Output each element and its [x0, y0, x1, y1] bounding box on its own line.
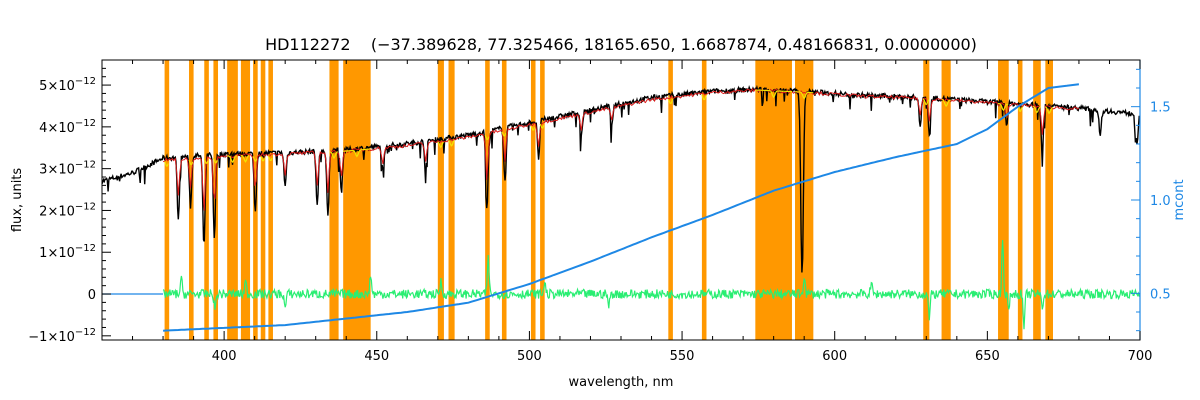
- masked-band: [437, 60, 444, 340]
- masked-band: [1017, 60, 1023, 340]
- series-layer: [101, 83, 1141, 332]
- masked-band: [941, 60, 951, 340]
- masked-band: [204, 60, 209, 340]
- masked-model-segment: [329, 151, 339, 160]
- masked-model-segment: [922, 98, 930, 106]
- masked-model-segment: [227, 155, 238, 164]
- masked-model-segment: [267, 155, 273, 161]
- x-tick-label: 550: [670, 349, 695, 364]
- observed-flux-line: [101, 84, 1140, 273]
- x-tick-label: 600: [822, 349, 847, 364]
- y2-tick-label: 0.5: [1150, 287, 1171, 302]
- masked-model-segment: [501, 131, 507, 137]
- masked-model-segment: [437, 141, 444, 149]
- masked-model-segment: [240, 154, 250, 163]
- chart-title: HD112272 (−37.389628, 77.325466, 18165.6…: [265, 35, 977, 54]
- y-tick-label: 4×10−12: [39, 118, 96, 136]
- y-axis-label: flux, units: [10, 168, 25, 233]
- x-tick-label: 500: [517, 349, 542, 364]
- masked-model-segment: [530, 125, 536, 131]
- x-axis-ticks: 400 450 500 550 600 650 700: [101, 60, 1153, 364]
- masked-model-segment: [260, 155, 265, 162]
- masked-band: [1045, 60, 1053, 340]
- masked-band: [1033, 60, 1041, 340]
- masked-model-segment: [941, 98, 951, 108]
- masked-band: [795, 60, 814, 340]
- masked-band: [240, 60, 251, 340]
- masked-band: [530, 60, 536, 340]
- masked-model-segment: [448, 140, 455, 147]
- y-tick-label: 5×10−12: [39, 76, 96, 94]
- y-tick-label: 1×10−12: [39, 243, 96, 261]
- x-tick-label: 450: [364, 349, 389, 364]
- masked-band: [329, 60, 339, 340]
- y-tick-label: 0: [88, 288, 96, 303]
- masked-band: [501, 60, 507, 340]
- masked-band: [701, 60, 707, 340]
- masked-band: [923, 60, 930, 340]
- y2-tick-label: 1.0: [1150, 194, 1171, 209]
- masked-model-segment: [484, 134, 490, 141]
- masked-band: [343, 60, 371, 340]
- masked-model-segment: [1032, 105, 1041, 114]
- masked-model-segment: [997, 102, 1009, 112]
- y-tick-label: −1×10−12: [28, 327, 96, 345]
- model-flux-line: [163, 87, 1080, 211]
- masked-model-segment: [1017, 106, 1024, 112]
- masked-model-segment: [539, 123, 545, 129]
- masked-model-segment: [343, 148, 370, 158]
- masked-bands: [164, 60, 1053, 340]
- masked-model-segment: [701, 94, 708, 101]
- masked-band: [227, 60, 238, 340]
- y-axis-ticks: −1×10−12 0 1×10−12 2×10−12 3×10−12 4×10−12 5×1…: [28, 67, 111, 345]
- masked-band: [164, 60, 170, 340]
- masked-band: [268, 60, 273, 340]
- y2-axis-label: mcont: [1172, 179, 1187, 220]
- residual-line: [162, 239, 1141, 330]
- masked-model-segment: [755, 89, 792, 99]
- y2-axis-ticks: 0.5 1.0 1.5: [1131, 68, 1171, 332]
- masked-model-segment: [795, 91, 814, 100]
- y2-tick-label: 1.5: [1150, 101, 1171, 116]
- x-tick-label: 400: [212, 349, 237, 364]
- masked-model-segment: [188, 159, 194, 165]
- masked-model-segment: [252, 156, 258, 162]
- x-tick-label: 700: [1128, 349, 1153, 364]
- masked-band: [998, 60, 1009, 340]
- x-axis-label: wavelength, nm: [569, 375, 674, 390]
- masked-band: [668, 60, 673, 340]
- masked-model-segment: [212, 157, 218, 164]
- masked-model-segment: [164, 161, 169, 167]
- y-tick-label: 2×10−12: [39, 201, 96, 219]
- masked-model-segment: [667, 98, 674, 105]
- mcont-line: [163, 83, 1079, 332]
- masked-band: [260, 60, 266, 340]
- masked-model-segment: [203, 158, 209, 164]
- masked-model-segment: [1045, 106, 1054, 115]
- masked-band: [448, 60, 455, 340]
- y-tick-label: 3×10−12: [39, 160, 96, 178]
- masked-band: [540, 60, 545, 340]
- x-tick-label: 650: [975, 349, 1000, 364]
